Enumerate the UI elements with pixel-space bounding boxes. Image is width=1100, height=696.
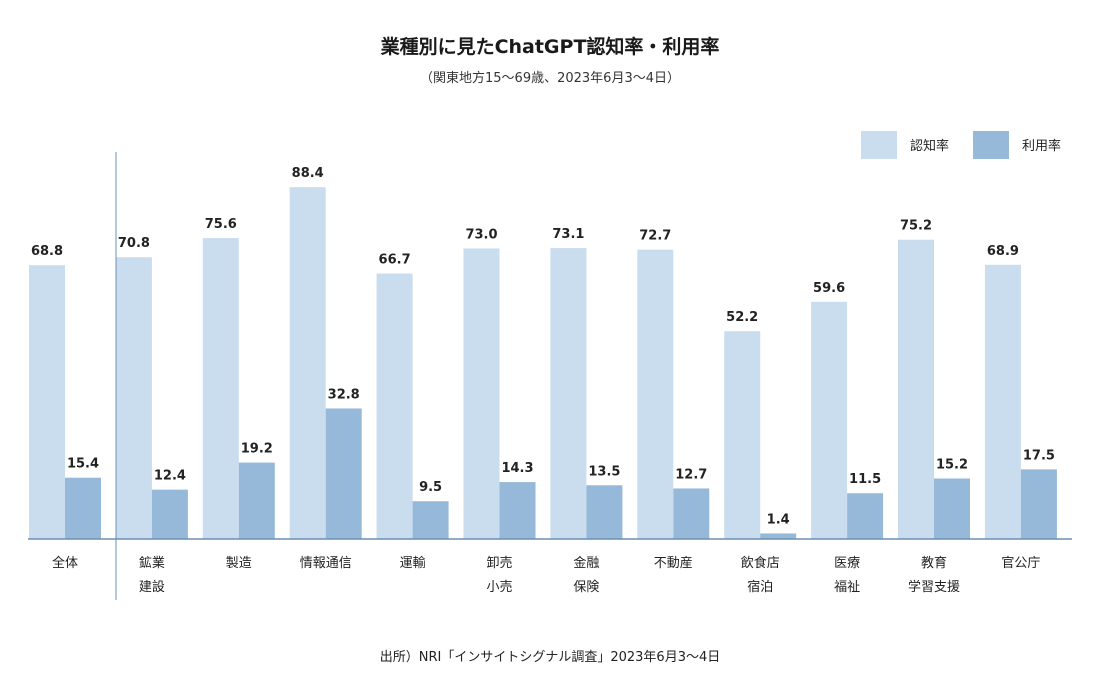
value-label-awareness-1: 70.8 — [118, 236, 150, 251]
bar-awareness-3 — [289, 187, 326, 539]
category-label-1-0: 鉱業 — [139, 555, 165, 571]
bar-awareness-10 — [898, 239, 934, 540]
bar-usage-4 — [412, 501, 449, 539]
category-label-7-0: 不動産 — [654, 555, 693, 571]
category-label-11-0: 官公庁 — [1001, 555, 1040, 571]
category-label-8-1: 宿泊 — [747, 579, 773, 595]
value-label-awareness-7: 72.7 — [639, 229, 671, 244]
value-label-awareness-9: 59.6 — [813, 281, 845, 296]
bar-usage-2 — [238, 462, 275, 539]
value-label-usage-7: 12.7 — [675, 467, 707, 482]
legend: 認知率 利用率 — [861, 131, 1061, 159]
bar-usage-10 — [934, 478, 970, 539]
category-label-10-1: 学習支援 — [908, 579, 960, 595]
bar-usage-9 — [847, 493, 884, 539]
value-label-usage-6: 13.5 — [588, 464, 620, 479]
category-label-8-0: 飲食店 — [741, 555, 780, 571]
bar-awareness-11 — [984, 264, 1021, 539]
category-label-1-1: 建設 — [139, 579, 165, 595]
category-label-5-1: 小売 — [486, 579, 512, 595]
chart-subtitle: （関東地方15〜69歳、2023年6月3〜4日） — [420, 71, 680, 86]
legend-swatch-awareness — [861, 131, 897, 159]
category-label-9-1: 福祉 — [834, 580, 860, 595]
bars — [29, 187, 1057, 540]
legend-swatch-usage — [973, 131, 1009, 159]
category-label-4-0: 運輸 — [400, 556, 426, 571]
category-label-3-0: 情報通信 — [300, 556, 352, 571]
value-label-usage-0: 15.4 — [67, 457, 99, 472]
bar-usage-7 — [673, 488, 710, 539]
value-label-awareness-4: 66.7 — [379, 253, 411, 268]
bar-usage-3 — [325, 408, 362, 539]
value-label-usage-8: 1.4 — [767, 512, 790, 527]
value-label-usage-4: 9.5 — [419, 480, 442, 495]
bar-awareness-8 — [724, 331, 761, 539]
bar-usage-8 — [760, 533, 797, 539]
bar-awareness-1 — [115, 257, 152, 539]
legend-label-awareness: 認知率 — [910, 138, 949, 154]
value-label-awareness-6: 73.1 — [552, 227, 584, 242]
bar-usage-0 — [65, 477, 101, 539]
category-label-5-0: 卸売 — [486, 555, 512, 571]
value-labels: 68.8 15.4 70.8 12.4 75.6 19.2 88.4 32.8 66.7 9.5 7… — [31, 166, 1055, 527]
value-label-usage-5: 14.3 — [501, 461, 533, 476]
chart-title: 業種別に見たChatGPT認知率・利用率 — [380, 36, 720, 58]
bar-awareness-2 — [202, 238, 239, 539]
value-label-usage-1: 12.4 — [154, 469, 186, 484]
bar-usage-5 — [499, 482, 536, 539]
value-label-awareness-2: 75.6 — [205, 217, 237, 232]
bar-awareness-6 — [550, 248, 587, 539]
value-label-awareness-5: 73.0 — [465, 227, 497, 242]
value-label-usage-10: 15.2 — [936, 458, 968, 473]
category-label-0-0: 全体 — [52, 555, 78, 571]
value-label-usage-11: 17.5 — [1023, 448, 1055, 463]
bar-awareness-9 — [811, 301, 848, 539]
value-label-awareness-0: 68.8 — [31, 244, 63, 259]
category-label-9-0: 医療 — [834, 556, 860, 571]
value-label-usage-3: 32.8 — [328, 387, 360, 402]
bar-usage-11 — [1020, 469, 1057, 539]
value-label-awareness-3: 88.4 — [292, 166, 324, 181]
category-label-2-0: 製造 — [226, 556, 252, 571]
value-label-usage-2: 19.2 — [241, 442, 273, 457]
bar-awareness-0 — [29, 265, 65, 539]
category-label-6-1: 保険 — [573, 580, 599, 595]
bar-usage-6 — [586, 485, 623, 539]
source-note: 出所）NRI「インサイトシグナル調査」2023年6月3〜4日 — [379, 650, 721, 665]
legend-label-usage: 利用率 — [1022, 138, 1061, 154]
category-label-6-0: 金融 — [573, 555, 599, 571]
bar-awareness-7 — [637, 249, 674, 540]
value-label-awareness-11: 68.9 — [987, 244, 1019, 259]
bar-usage-1 — [151, 489, 188, 539]
bar-awareness-5 — [463, 248, 500, 539]
value-label-awareness-10: 75.2 — [900, 219, 932, 234]
bar-awareness-4 — [376, 273, 413, 539]
category-label-10-0: 教育 — [921, 555, 947, 571]
value-label-awareness-8: 52.2 — [726, 310, 758, 325]
value-label-usage-9: 11.5 — [849, 472, 881, 487]
